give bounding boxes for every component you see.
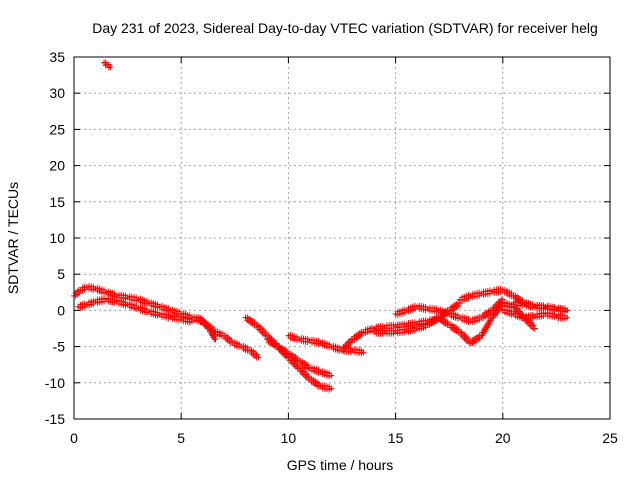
y-tick-label: -5 <box>53 339 66 355</box>
y-tick-label: 20 <box>49 158 65 174</box>
y-axis-label: SDTVAR / TECUs <box>5 182 21 294</box>
x-tick-label: 5 <box>177 430 185 446</box>
x-tick-label: 10 <box>281 430 297 446</box>
y-tick-label: 15 <box>49 194 65 210</box>
x-tick-label: 0 <box>70 430 78 446</box>
y-tick-label: 25 <box>49 121 65 137</box>
y-tick-label: -15 <box>45 411 65 427</box>
y-tick-label: 0 <box>57 302 65 318</box>
track-b-point <box>188 318 195 325</box>
y-tick-label: 10 <box>49 230 65 246</box>
data-points <box>71 59 571 393</box>
track-j-point <box>487 318 494 325</box>
y-tick-label: 35 <box>49 49 65 65</box>
x-tick-label: 20 <box>495 430 511 446</box>
track-j-point <box>531 325 538 332</box>
outlier-point <box>107 64 114 71</box>
track-c-point <box>255 354 262 361</box>
track-e-point <box>328 372 335 379</box>
x-tick-label: 25 <box>602 430 618 446</box>
track-a-point <box>212 336 219 343</box>
axes: 0 5 10 15 20 25 -15 -10 -5 0 5 10 15 20 25 30 35 <box>45 49 618 446</box>
y-tick-label: 30 <box>49 85 65 101</box>
track-j-point <box>498 303 505 310</box>
x-axis-label: GPS time / hours <box>287 457 394 473</box>
track-f-point <box>360 349 367 356</box>
x-tick-label: 15 <box>388 430 404 446</box>
y-tick-label: 5 <box>57 266 65 282</box>
track-l-point <box>564 314 571 321</box>
y-tick-label: -10 <box>45 375 65 391</box>
chart-title: Day 231 of 2023, Sidereal Day-to-day VTE… <box>92 20 598 36</box>
track-m-point <box>564 307 571 314</box>
track-d-point <box>328 385 335 392</box>
track-g-point <box>348 339 355 346</box>
